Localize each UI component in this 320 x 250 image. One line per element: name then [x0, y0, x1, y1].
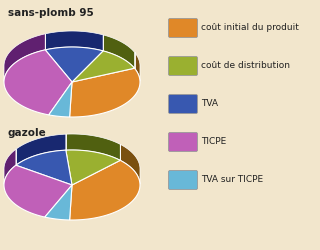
- Polygon shape: [120, 144, 140, 184]
- Text: TICPE: TICPE: [201, 138, 226, 146]
- Polygon shape: [4, 50, 72, 115]
- Polygon shape: [45, 185, 72, 220]
- Polygon shape: [49, 82, 72, 117]
- Text: gazole: gazole: [8, 128, 47, 138]
- FancyBboxPatch shape: [169, 94, 197, 114]
- FancyBboxPatch shape: [169, 18, 197, 38]
- FancyBboxPatch shape: [169, 132, 197, 152]
- Polygon shape: [4, 34, 45, 82]
- Text: TVA sur TICPE: TVA sur TICPE: [201, 176, 263, 184]
- Polygon shape: [72, 51, 134, 82]
- Polygon shape: [134, 52, 140, 81]
- Polygon shape: [16, 134, 66, 165]
- Text: coût initial du produit: coût initial du produit: [201, 24, 299, 32]
- Polygon shape: [103, 35, 134, 68]
- Polygon shape: [45, 47, 103, 82]
- Polygon shape: [4, 165, 72, 217]
- Text: TVA: TVA: [201, 100, 218, 108]
- Text: coût de distribution: coût de distribution: [201, 62, 290, 70]
- Polygon shape: [4, 149, 16, 184]
- Polygon shape: [16, 150, 72, 185]
- Polygon shape: [66, 150, 120, 185]
- Text: sans-plomb 95: sans-plomb 95: [8, 8, 94, 18]
- Polygon shape: [45, 31, 103, 51]
- Polygon shape: [66, 134, 120, 160]
- FancyBboxPatch shape: [169, 56, 197, 76]
- Polygon shape: [70, 160, 140, 220]
- FancyBboxPatch shape: [169, 170, 197, 190]
- Polygon shape: [70, 68, 140, 117]
